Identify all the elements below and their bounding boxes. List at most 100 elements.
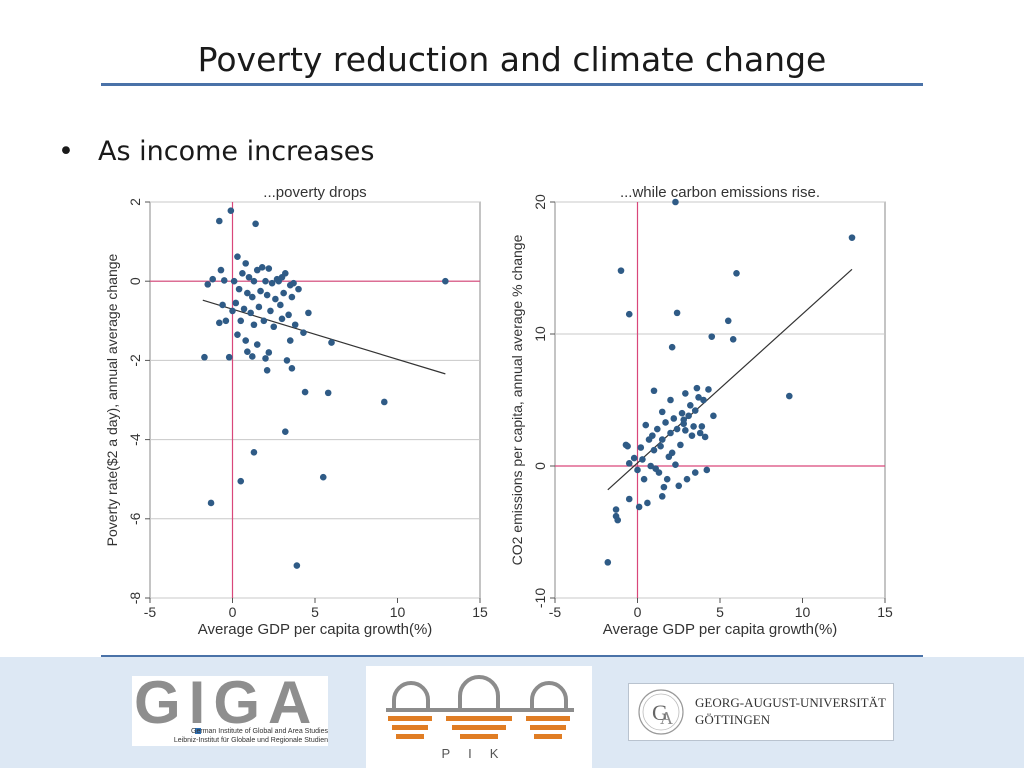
co2-x-tick-label: 10 — [795, 604, 811, 620]
co2-data-point — [690, 423, 697, 430]
co2-data-point — [640, 475, 648, 483]
co2-data-point — [660, 483, 668, 491]
poverty-x-tick-label: 5 — [311, 604, 319, 620]
pik-logo-graphic — [386, 675, 574, 739]
co2-data-point — [672, 461, 679, 468]
poverty-data-point — [268, 279, 276, 287]
co2-data-point — [625, 460, 633, 467]
co2-data-point — [682, 390, 689, 397]
poverty-data-point — [253, 266, 261, 274]
poverty-data-point — [255, 303, 263, 311]
co2-data-point — [700, 396, 707, 404]
co2-data-point — [703, 466, 711, 474]
poverty-y-tick-label: -6 — [127, 512, 143, 525]
co2-data-point — [695, 394, 702, 401]
co2-data-point — [612, 506, 620, 513]
co2-y-tick-label: 20 — [532, 194, 548, 210]
poverty-scatter-svg: ...poverty drops -8 -6 -4 -2 0 2 -5 0 5 10 15 Averag… — [104, 184, 488, 638]
poverty-data-point — [230, 277, 238, 285]
co2-data-point — [667, 396, 674, 404]
co2-data-point — [691, 407, 699, 414]
poverty-data-point — [237, 317, 245, 325]
poverty-data-point — [249, 293, 256, 301]
co2-y-tick-label: -10 — [532, 588, 548, 608]
goettingen-seal-icon: G A — [638, 689, 684, 735]
poverty-chart-title: ...poverty drops — [263, 184, 366, 201]
co2-data-point — [680, 416, 687, 424]
co2-data-point — [644, 499, 651, 507]
bullet-item: • As income increases — [58, 136, 374, 167]
giga-subtitle-line-1: German Institute of Global and Area Stud… — [191, 728, 328, 735]
poverty-data-point — [209, 275, 216, 283]
co2-x-tick-label: 0 — [634, 604, 642, 620]
poverty-x-axis-label: Average GDP per capita growth(%) — [198, 621, 433, 638]
poverty-data-point — [265, 265, 273, 272]
poverty-data-point — [244, 348, 251, 355]
bullet-text: As income increases — [98, 136, 375, 167]
poverty-data-point — [273, 275, 281, 283]
poverty-data-point — [229, 307, 236, 315]
poverty-data-point — [267, 307, 274, 315]
co2-x-tick-label: -5 — [549, 604, 562, 620]
poverty-data-point — [301, 388, 309, 396]
poverty-data-point — [201, 353, 208, 361]
poverty-data-point — [270, 323, 278, 331]
co2-data-point — [701, 433, 709, 441]
poverty-data-point — [227, 207, 235, 215]
co2-data-point — [683, 475, 691, 483]
co2-y-tick-label: 0 — [532, 462, 548, 470]
poverty-data-point — [250, 448, 258, 456]
co2-data-point — [625, 310, 633, 318]
title-divider — [101, 83, 923, 86]
co2-y-tick-label: 10 — [532, 326, 548, 342]
poverty-data-point — [216, 319, 223, 327]
giga-logo: GIGA German Institute of Global and Area… — [132, 669, 328, 746]
poverty-data-point — [250, 321, 258, 329]
co2-data-point — [652, 465, 659, 472]
co2-data-point — [698, 423, 706, 430]
bullet-marker: • — [58, 136, 74, 167]
co2-data-point — [688, 432, 696, 439]
co2-data-point — [685, 412, 692, 420]
poverty-data-point — [288, 365, 296, 372]
poverty-data-point — [225, 353, 233, 361]
poverty-data-point — [217, 266, 225, 274]
co2-data-point — [786, 392, 793, 400]
poverty-data-point — [258, 264, 266, 271]
poverty-data-point — [324, 389, 332, 397]
poverty-y-tick-label: -4 — [127, 433, 143, 446]
co2-data-point — [678, 409, 686, 417]
giga-subtitle-line-2: Leibniz-Institut für Globale und Regiona… — [173, 737, 328, 744]
co2-data-point — [682, 427, 689, 434]
poverty-data-point — [253, 341, 261, 348]
poverty-data-point — [257, 287, 264, 295]
poverty-data-point — [262, 355, 269, 362]
co2-data-point — [637, 444, 645, 451]
co2-y-axis-label: CO2 emissions per capita, annual average… — [509, 234, 525, 565]
poverty-data-point — [282, 428, 289, 435]
co2-data-point — [724, 317, 732, 325]
poverty-data-point — [278, 315, 286, 323]
poverty-data-point — [204, 281, 212, 288]
co2-fit-line — [607, 268, 853, 491]
co2-data-point — [691, 469, 699, 476]
co2-data-point — [672, 198, 679, 206]
poverty-data-point — [280, 289, 287, 297]
giga-blue-square — [195, 728, 201, 734]
co2-data-point — [604, 559, 612, 566]
co2-data-point — [658, 493, 666, 500]
co2-data-point — [617, 267, 625, 274]
co2-data-point — [673, 309, 681, 317]
poverty-x-tick-label: -5 — [144, 604, 157, 620]
co2-data-point — [687, 401, 694, 409]
svg-text:A: A — [660, 708, 673, 728]
poverty-data-point — [219, 301, 226, 309]
poverty-plot-area — [149, 201, 481, 599]
poverty-data-point — [381, 398, 388, 406]
poverty-data-point — [245, 273, 253, 281]
poverty-data-point — [277, 301, 284, 309]
poverty-data-point — [249, 353, 256, 360]
co2-chart-title: ...while carbon emissions rise. — [620, 184, 820, 201]
poverty-data-point — [319, 473, 327, 481]
co2-data-point — [614, 516, 621, 524]
